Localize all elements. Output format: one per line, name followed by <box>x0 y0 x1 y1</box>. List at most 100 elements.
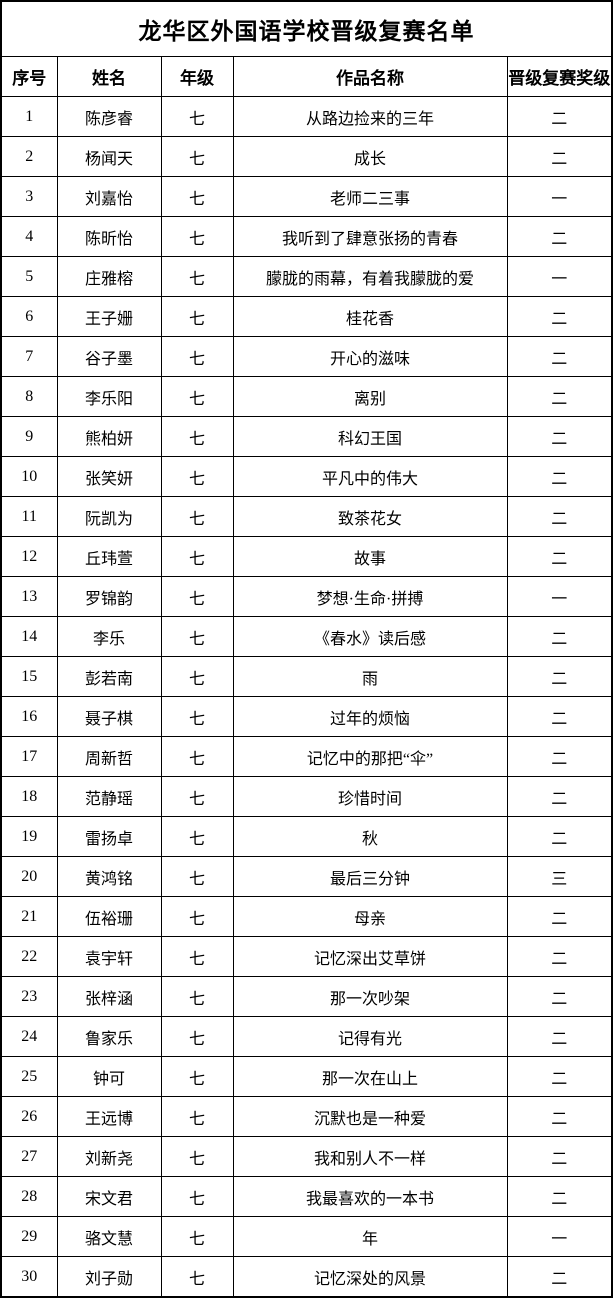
award-level-cell: 二 <box>506 496 613 537</box>
table-row: 6 王子姗七桂花香二 <box>0 296 613 337</box>
award-level-cell: 二 <box>506 376 613 417</box>
table-row: 17 周新哲七记忆中的那把“伞” 二 <box>0 736 613 777</box>
award-level-cell: 二 <box>506 136 613 177</box>
grade-cell: 七 <box>160 1016 234 1057</box>
award-level-cell: 二 <box>506 656 613 697</box>
grade-cell: 七 <box>160 296 234 337</box>
student-name-cell: 阮凯为 <box>56 496 162 537</box>
work-title-cell: 成长 <box>232 136 508 177</box>
grade-cell: 七 <box>160 816 234 857</box>
row-number-cell: 18 <box>0 776 58 817</box>
table-row: 2 杨闻天七成长二 <box>0 136 613 177</box>
row-number-cell: 5 <box>0 256 58 297</box>
award-level-cell: 二 <box>506 336 613 377</box>
award-level-cell: 二 <box>506 776 613 817</box>
grade-cell: 七 <box>160 776 234 817</box>
row-number-cell: 12 <box>0 536 58 577</box>
award-level-cell: 二 <box>506 616 613 657</box>
student-name-cell: 杨闻天 <box>56 136 162 177</box>
student-name-cell: 李乐 <box>56 616 162 657</box>
student-name-cell: 刘子勋 <box>56 1256 162 1298</box>
award-level-cell: 二 <box>506 96 613 137</box>
student-name-cell: 王远博 <box>56 1096 162 1137</box>
table-body: 1 陈彦睿七从路边捡来的三年二 2 杨闻天七成长二 3 刘嘉怡七老师二三事一 4 陈昕怡七我听… <box>0 96 613 1298</box>
table-row: 22 袁宇轩七记忆深出艾草饼二 <box>0 936 613 977</box>
student-name-cell: 丘玮萱 <box>56 536 162 577</box>
student-name-cell: 刘嘉怡 <box>56 176 162 217</box>
row-number-cell: 6 <box>0 296 58 337</box>
student-name-cell: 钟可 <box>56 1056 162 1097</box>
work-title-cell: 我听到了肆意张扬的青春 <box>232 216 508 257</box>
work-title-cell: 从路边捡来的三年 <box>232 96 508 137</box>
grade-cell: 七 <box>160 1256 234 1298</box>
row-number-cell: 8 <box>0 376 58 417</box>
row-number-cell: 26 <box>0 1096 58 1137</box>
student-name-cell: 袁宇轩 <box>56 936 162 977</box>
award-level-cell: 一 <box>506 256 613 297</box>
row-number-cell: 1 <box>0 96 58 137</box>
row-number-cell: 21 <box>0 896 58 937</box>
student-name-cell: 罗锦韵 <box>56 576 162 617</box>
student-name-cell: 张梓涵 <box>56 976 162 1017</box>
award-level-cell: 二 <box>506 416 613 457</box>
work-title-cell: 平凡中的伟大 <box>232 456 508 497</box>
column-header-grade: 年级 <box>160 56 234 97</box>
work-title-cell: 梦想·生命·拼搏 <box>232 576 508 617</box>
grade-cell: 七 <box>160 856 234 897</box>
student-name-cell: 聂子棋 <box>56 696 162 737</box>
award-level-cell: 一 <box>506 1216 613 1257</box>
table-row: 20 黄鸿铭七最后三分钟三 <box>0 856 613 897</box>
row-number-cell: 11 <box>0 496 58 537</box>
table-row: 18 范静瑶七珍惜时间二 <box>0 776 613 817</box>
table-row: 8 李乐阳七离别二 <box>0 376 613 417</box>
table-row: 11 阮凯为七致茶花女二 <box>0 496 613 537</box>
row-number-cell: 7 <box>0 336 58 377</box>
header-row: 序号 姓名 年级 作品名称 晋级复赛奖级 <box>0 56 613 97</box>
award-level-cell: 二 <box>506 1056 613 1097</box>
award-level-cell: 二 <box>506 1256 613 1298</box>
work-title-cell: 记得有光 <box>232 1016 508 1057</box>
row-number-cell: 3 <box>0 176 58 217</box>
work-title-cell: 我最喜欢的一本书 <box>232 1176 508 1217</box>
table-row: 15 彭若南七雨二 <box>0 656 613 697</box>
grade-cell: 七 <box>160 696 234 737</box>
work-title-cell: 过年的烦恼 <box>232 696 508 737</box>
grade-cell: 七 <box>160 1176 234 1217</box>
student-name-cell: 陈昕怡 <box>56 216 162 257</box>
work-title-cell: 科幻王国 <box>232 416 508 457</box>
work-title-cell: 沉默也是一种爱 <box>232 1096 508 1137</box>
table-row: 12 丘玮萱七故事二 <box>0 536 613 577</box>
column-header-name: 姓名 <box>56 56 162 97</box>
table-row: 19 雷扬卓七秋二 <box>0 816 613 857</box>
award-level-cell: 二 <box>506 1136 613 1177</box>
row-number-cell: 20 <box>0 856 58 897</box>
work-title-cell: 母亲 <box>232 896 508 937</box>
work-title-cell: 开心的滋味 <box>232 336 508 377</box>
grade-cell: 七 <box>160 1056 234 1097</box>
grade-cell: 七 <box>160 536 234 577</box>
grade-cell: 七 <box>160 656 234 697</box>
award-level-cell: 二 <box>506 456 613 497</box>
table-row: 23 张梓涵七那一次吵架二 <box>0 976 613 1017</box>
student-name-cell: 黄鸿铭 <box>56 856 162 897</box>
table-row: 3 刘嘉怡七老师二三事一 <box>0 176 613 217</box>
row-number-cell: 24 <box>0 1016 58 1057</box>
grade-cell: 七 <box>160 976 234 1017</box>
work-title-cell: 最后三分钟 <box>232 856 508 897</box>
grade-cell: 七 <box>160 96 234 137</box>
grade-cell: 七 <box>160 216 234 257</box>
work-title-cell: 秋 <box>232 816 508 857</box>
work-title-cell: 《春水》读后感 <box>232 616 508 657</box>
table-row: 30 刘子勋七记忆深处的风景二 <box>0 1256 613 1298</box>
grade-cell: 七 <box>160 336 234 377</box>
grade-cell: 七 <box>160 736 234 777</box>
work-title-cell: 那一次吵架 <box>232 976 508 1017</box>
table-row: 25 钟可七那一次在山上二 <box>0 1056 613 1097</box>
award-level-cell: 二 <box>506 696 613 737</box>
award-level-cell: 二 <box>506 536 613 577</box>
table-row: 26 王远博七沉默也是一种爱二 <box>0 1096 613 1137</box>
grade-cell: 七 <box>160 1136 234 1177</box>
student-name-cell: 陈彦睿 <box>56 96 162 137</box>
table-row: 27 刘新尧七我和别人不一样二 <box>0 1136 613 1177</box>
student-name-cell: 宋文君 <box>56 1176 162 1217</box>
